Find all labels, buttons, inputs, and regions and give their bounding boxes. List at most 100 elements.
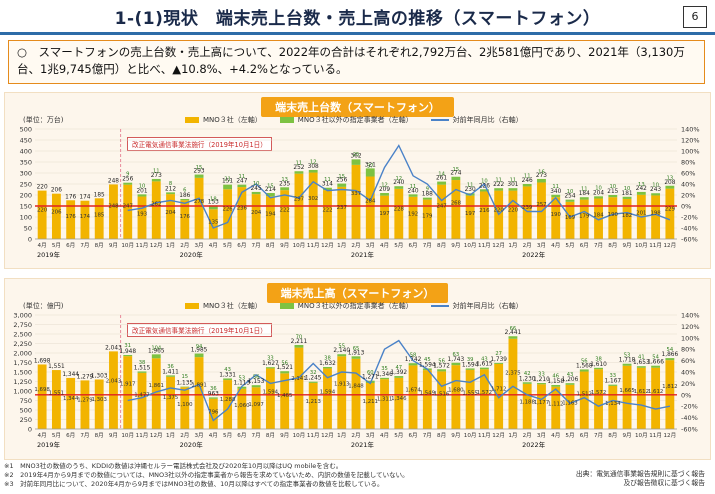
bar-mno	[479, 191, 489, 239]
mno-value-label: 278	[194, 199, 205, 205]
total-label: 321	[365, 162, 376, 168]
x-tick-label: 1月	[166, 432, 175, 439]
total-label: 1,135	[176, 381, 193, 387]
mno-value-label: 1,100	[177, 402, 193, 408]
bar-mno	[166, 194, 175, 239]
total-label: 174	[79, 195, 90, 201]
total-label: 340	[550, 189, 561, 195]
total-label: 1,739	[490, 357, 507, 363]
mno-value-label: 1,917	[120, 382, 135, 388]
bar-mno	[265, 368, 275, 429]
total-label: 247	[236, 179, 247, 185]
x-tick-label: 1月	[508, 432, 517, 439]
bar-other	[223, 184, 233, 190]
total-label: 273	[536, 173, 547, 179]
bar-mno	[622, 365, 632, 429]
mno-value-label: 1,163	[562, 400, 577, 406]
total-label: 1,551	[48, 364, 65, 370]
other-value-label: 39	[467, 357, 474, 363]
other-value-label: 37	[367, 164, 374, 170]
bar-other	[337, 354, 347, 357]
x-tick-label: 7月	[594, 242, 603, 249]
total-label: 240	[408, 188, 419, 194]
total-label: 1,913	[348, 350, 365, 356]
other-value-label: 42	[524, 371, 531, 377]
total-label: 252	[293, 165, 304, 171]
other-value-label: 36	[210, 386, 217, 392]
other-value-label: 21	[224, 176, 231, 182]
x-tick-label: 6月	[237, 432, 246, 439]
total-label: 176	[65, 194, 76, 200]
bar-mno	[579, 199, 589, 239]
other-value-label: 35	[381, 366, 388, 372]
mno-value-label: 176	[180, 214, 191, 220]
other-value-label: 65	[353, 346, 360, 352]
y-tick-label: 500	[20, 407, 32, 415]
other-value-label: 54	[652, 355, 659, 361]
bar-other	[323, 187, 332, 191]
bar-mno	[180, 200, 190, 239]
revenue-chart-marker-label: 改正電気通信事業法施行（2019年10月1日）	[127, 323, 272, 337]
other-value-label: 9	[126, 172, 129, 178]
bar-other	[123, 182, 133, 185]
bar-other	[151, 178, 161, 182]
other-value-label: 15	[453, 167, 460, 173]
bar-other	[351, 356, 361, 359]
bar-other	[479, 189, 489, 192]
bar-other	[137, 194, 147, 197]
bar-mno	[537, 384, 546, 429]
total-label: 188	[422, 192, 433, 198]
bar-mno	[508, 338, 518, 429]
y2-tick-label: 20%	[681, 380, 695, 388]
legend-other: MNO３社以外の指定事業者（左軸）	[279, 301, 413, 311]
bar-other	[308, 381, 318, 383]
bar-mno	[351, 164, 361, 239]
bar-other	[194, 353, 204, 358]
other-value-label: 45	[424, 357, 431, 363]
legend-mno: MNO３社（左軸）	[185, 115, 262, 125]
x-tick-label: 9月	[280, 432, 289, 439]
other-value-label: 47	[395, 365, 402, 371]
total-label: 1,666	[647, 360, 664, 366]
total-label: 1,743	[448, 357, 465, 363]
x-tick-label: 1月	[337, 242, 346, 249]
other-value-label: 38	[595, 356, 602, 362]
total-label: 181	[622, 191, 633, 197]
total-label: 1,521	[276, 365, 293, 371]
legend-other-swatch	[279, 303, 294, 309]
bar-mno	[651, 367, 661, 429]
total-label: 184	[579, 191, 590, 197]
x-tick-label: 8月	[95, 242, 104, 249]
total-label: 243	[650, 187, 661, 193]
x-tick-label: 8月	[437, 242, 446, 249]
bar-other	[251, 385, 261, 388]
bar-other	[665, 358, 675, 361]
bar-other	[394, 376, 404, 378]
other-value-label: 10	[253, 181, 260, 187]
y-tick-label: 2,750	[13, 321, 32, 329]
x-tick-label: 11月	[136, 242, 149, 249]
other-value-label: 11	[324, 177, 331, 183]
bar-mno	[280, 373, 290, 429]
mno-value-label: 1,112	[548, 402, 563, 408]
total-label: 1,411	[162, 369, 179, 375]
total-label: 1,344	[62, 372, 79, 378]
other-value-label: 11	[410, 184, 417, 190]
bar-mno	[80, 380, 90, 429]
mno-value-label: 1,177	[534, 400, 549, 406]
bar-mno	[51, 370, 61, 429]
mno-value-label: 1,612	[648, 389, 663, 395]
mno-value-label: 1,913	[334, 382, 349, 388]
revenue-chart-title: 端末売上高（スマートフォン）	[266, 283, 449, 303]
bar-other	[594, 367, 603, 370]
total-label: 254	[564, 194, 575, 200]
x-tick-label: 8月	[266, 432, 275, 439]
bar-mno	[451, 365, 461, 429]
y-tick-label: 100	[20, 214, 32, 222]
bar-other	[180, 386, 190, 388]
bar-mno	[194, 357, 204, 429]
bar-mno	[180, 387, 190, 429]
bar-other	[308, 169, 318, 173]
y-tick-label: 300	[20, 170, 32, 178]
bar-mno	[208, 209, 218, 239]
